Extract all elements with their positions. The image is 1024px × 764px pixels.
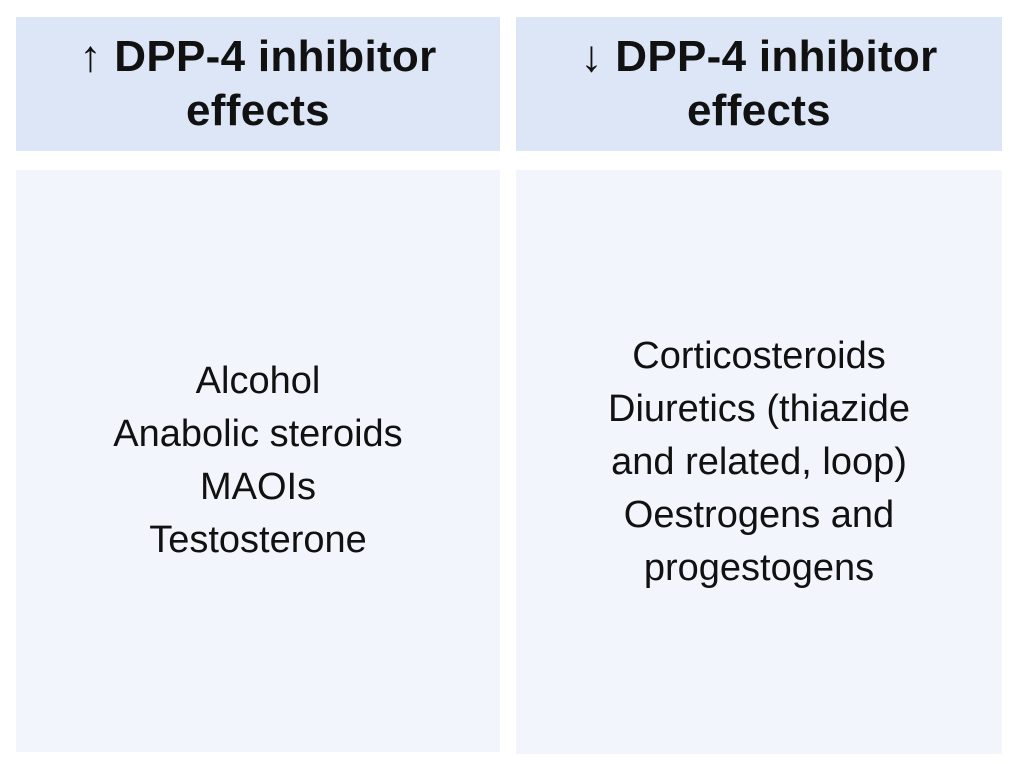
increase-effects-list: Alcohol Anabolic steroids MAOIs Testoste… xyxy=(16,170,500,752)
list-item: Oestrogens and xyxy=(623,493,895,536)
increase-effects-title-line1: ↑ DPP-4 inhibitor xyxy=(79,32,437,81)
decrease-effects-title-line1: ↓ DPP-4 inhibitor xyxy=(580,32,938,81)
list-item: MAOIs xyxy=(199,466,317,508)
decrease-effects-list: Corticosteroids Diuretics (thiazide and … xyxy=(516,170,1002,754)
increase-effects-title: ↑ DPP-4 inhibitor effects xyxy=(79,30,436,138)
decrease-effects-title: ↓ DPP-4 inhibitor effects xyxy=(580,30,937,138)
decrease-effects-title-line2: effects xyxy=(687,86,831,135)
list-item: Corticosteroids xyxy=(632,334,886,377)
list-item: Alcohol xyxy=(195,360,321,402)
list-item: Testosterone xyxy=(149,519,367,561)
increase-effects-title-line2: effects xyxy=(186,86,330,135)
decrease-effects-header: ↓ DPP-4 inhibitor effects xyxy=(516,17,1002,151)
list-item: Anabolic steroids xyxy=(113,413,403,455)
list-item: Diuretics (thiazide xyxy=(608,387,910,430)
list-item: and related, loop) xyxy=(611,440,907,483)
list-item: progestogens xyxy=(643,546,875,589)
increase-effects-header: ↑ DPP-4 inhibitor effects xyxy=(16,17,500,151)
